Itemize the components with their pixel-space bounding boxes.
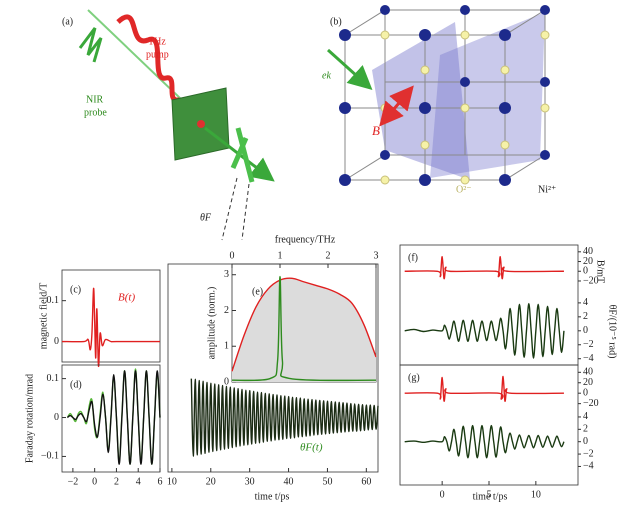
- y-tick-label: 4: [583, 297, 588, 308]
- panel-frame: [399, 364, 579, 486]
- panel-label: (e): [252, 286, 263, 297]
- line: [231, 275, 377, 382]
- y-tick-label: 0.1: [47, 295, 60, 306]
- x-tick-label: 10: [167, 476, 177, 487]
- x-tick-label: 2: [114, 476, 119, 487]
- field-label: B: [372, 123, 380, 138]
- y-tick-label: −0.1: [41, 451, 59, 462]
- y-tick-label: −2: [583, 339, 594, 350]
- line: [404, 375, 564, 402]
- y-tick-label: −20: [583, 275, 599, 286]
- line: [404, 424, 565, 459]
- x-tick-label: 40: [284, 476, 294, 487]
- y-axis-label: θF/(10⁻⁵ rad): [607, 305, 618, 359]
- y-tick-label: 2: [583, 424, 588, 435]
- y-tick-label: −2: [583, 448, 594, 459]
- probe-label: NIR: [86, 94, 104, 105]
- area: [232, 278, 376, 382]
- y-tick-label: −4: [583, 461, 594, 472]
- ni-atoms: [339, 5, 550, 186]
- x-tick-label: 20: [206, 476, 216, 487]
- line: [404, 302, 565, 359]
- nickel-label: Ni²⁺: [538, 184, 556, 195]
- schematic-b: (b) ek B O²⁻ Ni²⁺: [322, 5, 556, 195]
- x-tick-label: 30: [245, 476, 255, 487]
- x-tick-label: 5: [487, 489, 492, 500]
- spot: [197, 120, 205, 128]
- wavevector-label: ek: [322, 70, 331, 81]
- x-tick-label: 0: [440, 489, 445, 500]
- line: [231, 277, 377, 372]
- y-tick-label: 0: [583, 266, 588, 277]
- y-tick-label: 0: [583, 325, 588, 336]
- y-tick-label: 20: [583, 377, 593, 388]
- plot-frame: [61, 364, 161, 473]
- y-tick-label: −4: [583, 353, 594, 364]
- panel-label: (c): [70, 284, 81, 295]
- probe-label: probe: [84, 107, 107, 118]
- probe-pulse: [78, 27, 103, 63]
- x-tick-label: 0: [230, 250, 235, 261]
- probe-out-pulse: [230, 127, 255, 183]
- plane: [372, 22, 470, 180]
- y-tick-label: 0: [583, 387, 588, 398]
- y-tick-label: 2: [224, 305, 229, 316]
- y-tick-label: 0: [224, 376, 229, 387]
- field-arrow: [379, 85, 414, 127]
- line: [61, 287, 160, 367]
- y-tick-label: 4: [583, 411, 588, 422]
- panel-label: (f): [408, 252, 418, 263]
- panel-label: (b): [330, 16, 342, 27]
- y-tick-label: 40: [583, 367, 593, 378]
- x-tick-label: 3: [374, 250, 379, 261]
- panel-label: (a): [62, 16, 73, 27]
- line: [190, 378, 379, 457]
- y-tick-label: −20: [583, 398, 599, 409]
- panel-label: (d): [70, 379, 82, 390]
- x-tick-label: 10: [531, 489, 541, 500]
- x-tick-label: 1: [278, 250, 283, 261]
- wavevector-arrow: [326, 48, 373, 91]
- y-tick-label: 0: [583, 436, 588, 447]
- y-tick-label: 1: [224, 341, 229, 352]
- line: [66, 370, 161, 465]
- pump-label: THz: [148, 36, 166, 47]
- pump-label: pump: [146, 49, 169, 60]
- y-tick-label: 3: [224, 269, 229, 280]
- x-tick-label: 2: [326, 250, 331, 261]
- angle-line: [241, 183, 250, 241]
- y-axis-label: amplitude (norm.): [206, 287, 217, 360]
- x-tick-label: 60: [361, 476, 371, 487]
- y-tick-label: 0: [54, 336, 59, 347]
- x-axis-label: frequency/THz: [275, 234, 336, 245]
- plot-frame: [61, 269, 161, 363]
- x-tick-label: 0: [92, 476, 97, 487]
- x-axis-label: time t/ps: [473, 491, 508, 502]
- panel-label: (g): [408, 372, 420, 383]
- x-axis-label: time t/ps: [255, 491, 290, 502]
- angle-label: θF: [200, 212, 212, 223]
- annotation: θF(t): [300, 442, 323, 454]
- y-axis-label: Faraday rotation/mrad: [24, 374, 35, 463]
- y-tick-label: 0: [54, 412, 59, 423]
- thz-pulse: [116, 14, 191, 107]
- y-tick-label: 0.1: [47, 373, 60, 384]
- oxygen-label: O²⁻: [456, 184, 472, 195]
- y-tick-label: 2: [583, 311, 588, 322]
- schematic-a: (a) THz pump NIR probe θF: [62, 9, 275, 241]
- plane: [430, 12, 545, 178]
- angle-line: [221, 177, 238, 241]
- x-tick-label: 4: [136, 476, 141, 487]
- y-axis-label: B/mT: [595, 260, 606, 283]
- y-tick-label: 20: [583, 256, 593, 267]
- x-tick-label: 50: [322, 476, 332, 487]
- annotation: B(t): [118, 292, 135, 304]
- x-tick-label: 6: [158, 476, 163, 487]
- y-tick-label: 40: [583, 246, 593, 257]
- line: [404, 255, 564, 280]
- x-tick-label: −2: [68, 476, 79, 487]
- y-axis-label: magnetic field/T: [38, 283, 49, 349]
